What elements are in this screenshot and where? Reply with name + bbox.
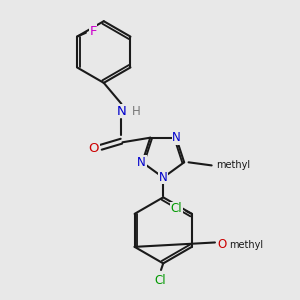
Text: H: H — [132, 105, 141, 118]
Text: F: F — [89, 25, 97, 38]
Text: N: N — [159, 171, 168, 184]
Text: N: N — [137, 156, 146, 169]
Text: O: O — [218, 238, 227, 251]
Text: methyl: methyl — [229, 240, 263, 250]
Text: O: O — [88, 142, 99, 155]
Text: Cl: Cl — [154, 274, 166, 287]
Text: N: N — [172, 131, 181, 144]
Text: methyl: methyl — [216, 160, 250, 170]
Text: N: N — [116, 105, 126, 118]
Text: Cl: Cl — [171, 202, 182, 215]
